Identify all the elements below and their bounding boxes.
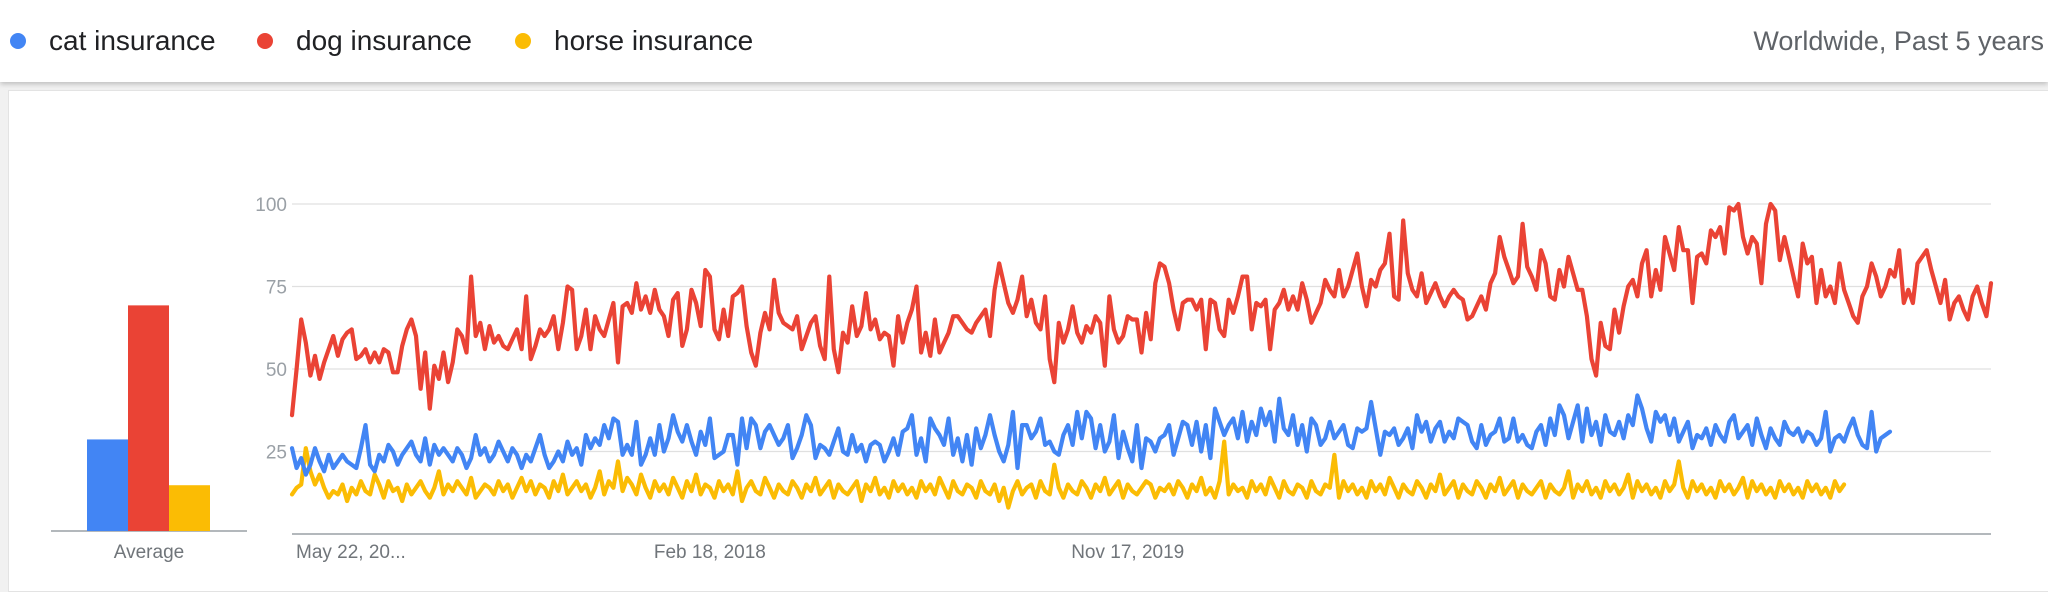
x-tick-label-1: Feb 18, 2018 (654, 542, 766, 563)
series-line-dog-insurance (289, 201, 1994, 418)
y-tick-label-75: 75 (266, 278, 287, 299)
series-line-horse-insurance (289, 439, 1847, 510)
legend-item-dog-insurance[interactable]: dog insurance (257, 0, 472, 82)
average-bar-horse-insurance (169, 485, 210, 531)
legend-item-horse-insurance[interactable]: horse insurance (515, 0, 753, 82)
y-tick-label-25: 25 (266, 443, 287, 464)
legend-label-cat-insurance: cat insurance (49, 25, 216, 56)
average-bar-cat-insurance (87, 439, 128, 531)
x-tick-label-2: Nov 17, 2019 (1071, 542, 1184, 563)
dog-insurance-dot-icon (257, 33, 273, 49)
legend-label-horse-insurance: horse insurance (554, 25, 754, 56)
chart-card: Average 25 50 75 100 May 22, 20... Feb 18, 201… (8, 90, 2048, 592)
y-tick-label-50: 50 (266, 360, 287, 381)
legend-label-dog-insurance: dog insurance (296, 25, 472, 56)
legend-item-cat-insurance[interactable]: cat insurance (10, 0, 216, 82)
series-line-cat-insurance (289, 393, 1893, 477)
cat-insurance-dot-icon (10, 33, 26, 49)
legend-bar: cat insurance dog insurance horse insura… (0, 0, 2048, 82)
average-bar-dog-insurance (128, 305, 169, 531)
average-label: Average (114, 542, 184, 563)
y-tick-label-100: 100 (255, 195, 287, 216)
chart-canvas: Average 25 50 75 100 May 22, 20... Feb 18, 201… (51, 195, 1994, 563)
region-time-selector[interactable]: Worldwide, Past 5 years (1753, 25, 2044, 56)
horse-insurance-dot-icon (515, 33, 531, 49)
x-tick-label-0: May 22, 20... (296, 542, 406, 563)
